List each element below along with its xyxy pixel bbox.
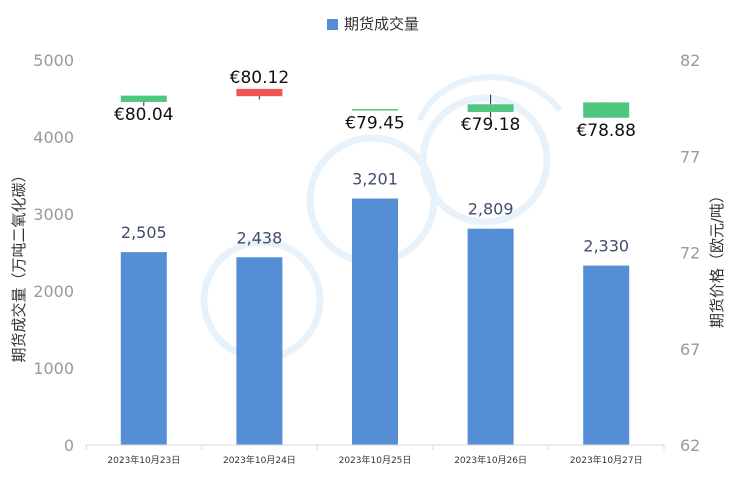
right-tick-label: 72 [680,244,700,263]
x-axis-ticks: 2023年10月23日 2023年10月24日 2023年10月25日 2023年10… [85,445,665,466]
candle-body [120,95,167,102]
right-axis-title: 期货价格（欧元/吨） [708,188,726,328]
bar-value-label: 2,505 [121,223,167,242]
left-tick-label: 2000 [33,282,74,301]
candle-price-label: €80.04 [114,105,173,125]
x-tick-label: 2023年10月27日 [570,454,643,466]
legend-swatch [327,19,338,30]
bar [583,265,630,445]
candlestick-series [120,88,630,118]
right-axis-ticks: 62 67 72 77 82 [680,51,700,455]
bar-value-label: 3,201 [352,170,398,189]
right-tick-label: 82 [680,51,700,70]
candle-price-label: €79.18 [461,115,520,135]
legend: 期货成交量 [327,15,419,33]
left-tick-label: 4000 [33,128,74,147]
bar-value-label: 2,330 [583,237,629,256]
candlestick-labels: €80.04 €80.12 €79.45 €79.18 €78.88 [114,68,636,141]
x-tick-label: 2023年10月26日 [454,454,527,466]
candle-body [352,109,398,111]
left-tick-label: 5000 [33,51,74,70]
bar-series [120,198,630,445]
right-tick-label: 67 [680,340,700,359]
candle-price-label: €78.88 [576,121,635,141]
right-tick-label: 62 [680,436,700,455]
bar-value-label: 2,438 [236,228,282,247]
left-tick-label: 0 [64,436,74,455]
candle-price-label: €80.12 [230,68,289,88]
candle-body [467,104,514,112]
left-tick-label: 1000 [33,359,74,378]
left-axis-title: 期货成交量（万吨二氧化碳） [10,167,28,362]
right-tick-label: 77 [680,147,700,166]
left-axis-ticks: 0 1000 2000 3000 4000 5000 [33,51,74,455]
x-tick-label: 2023年10月23日 [107,454,180,466]
bar [120,252,167,445]
left-tick-label: 3000 [33,205,74,224]
bar [236,257,283,445]
bar [352,198,398,445]
x-tick-label: 2023年10月24日 [223,454,296,466]
x-tick-label: 2023年10月25日 [339,454,412,466]
bar-value-label: 2,809 [468,200,514,219]
bar-value-labels: 2,505 2,438 3,201 2,809 2,330 [121,170,629,256]
legend-label: 期货成交量 [344,15,419,33]
candle-price-label: €79.45 [345,113,404,133]
candle-body [583,102,630,118]
candle-body [236,88,283,97]
bar [467,228,514,445]
